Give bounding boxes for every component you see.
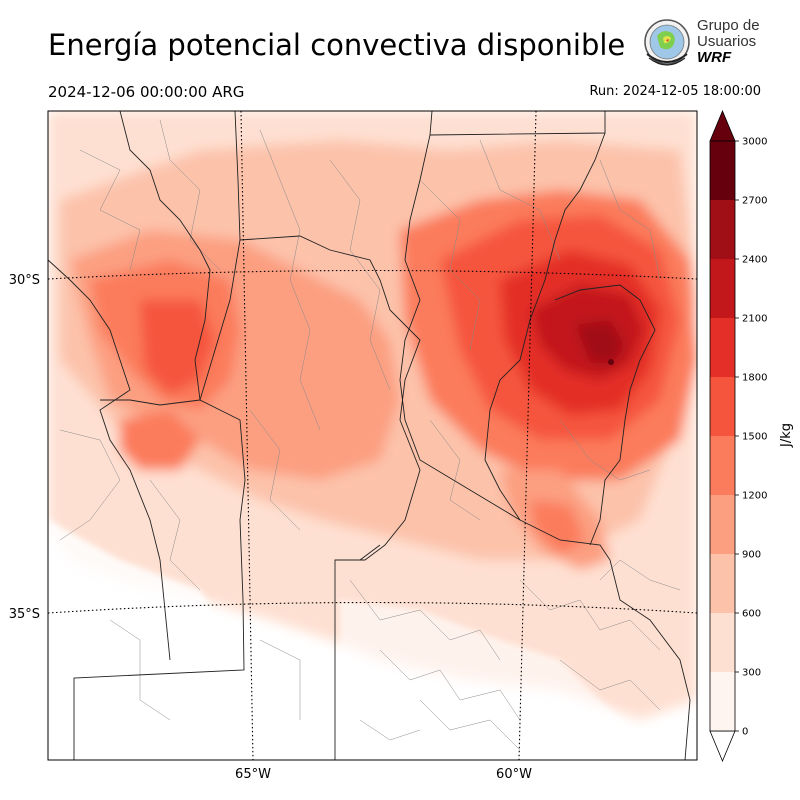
colorbar-tick-label: 0 [742, 727, 748, 738]
colorbar-tick-label: 1200 [742, 491, 767, 502]
colorbar-tick-label: 900 [742, 550, 761, 561]
colorbar-tick-label: 600 [742, 609, 761, 620]
lat-label-30s: 30°S [9, 273, 40, 288]
colorbar-tick-label: 1500 [742, 432, 767, 443]
page-title: Energía potencial convectiva disponible [48, 28, 626, 62]
colorbar-unit: J/kg [779, 423, 794, 448]
colorbar-extend-min [709, 730, 736, 763]
valid-time: 2024-12-06 00:00:00 ARG [48, 83, 245, 101]
map-frame [47, 110, 698, 761]
cape-max-point [608, 359, 614, 365]
globe-icon [644, 19, 690, 66]
colorbar-extend-max [709, 109, 736, 142]
colorbar-segment [710, 377, 735, 436]
logo-line-2: Usuarios [697, 33, 757, 50]
colorbar-segment [710, 495, 735, 554]
cape-field [48, 111, 697, 720]
colorbar-tick-label: 2100 [742, 314, 767, 325]
colorbar: 0 300 600 900 1200 1500 1800 2100 2400 2700 3000 [709, 109, 767, 763]
wrf-logo: Grupo de Usuarios WRF [639, 16, 760, 72]
map-area [48, 111, 697, 760]
colorbar-segment [710, 672, 735, 731]
logo-line-1: Grupo de [697, 17, 760, 34]
colorbar-segment [710, 200, 735, 259]
colorbar-tick-label: 2700 [742, 196, 767, 207]
lat-label-35s: 35°S [9, 607, 40, 622]
colorbar-segment [710, 613, 735, 672]
colorbar-tick-label: 1800 [742, 373, 767, 384]
colorbar-segment [710, 554, 735, 613]
lon-label-65w: 65°W [235, 767, 271, 782]
province-boundaries [48, 111, 691, 760]
colorbar-segment [710, 318, 735, 377]
logo-line-3: WRF [697, 49, 732, 66]
colorbar-segment [710, 436, 735, 495]
colorbar-tick-label: 300 [742, 668, 761, 679]
colorbar-tick-label: 2400 [742, 255, 767, 266]
graticule [48, 111, 697, 760]
department-boundaries [59, 119, 681, 751]
run-time: Run: 2024-12-05 18:00:00 [589, 84, 761, 99]
lon-label-60w: 60°W [496, 767, 532, 782]
colorbar-tick-label: 3000 [742, 137, 767, 148]
colorbar-segment [710, 259, 735, 318]
colorbar-segment [710, 141, 735, 200]
